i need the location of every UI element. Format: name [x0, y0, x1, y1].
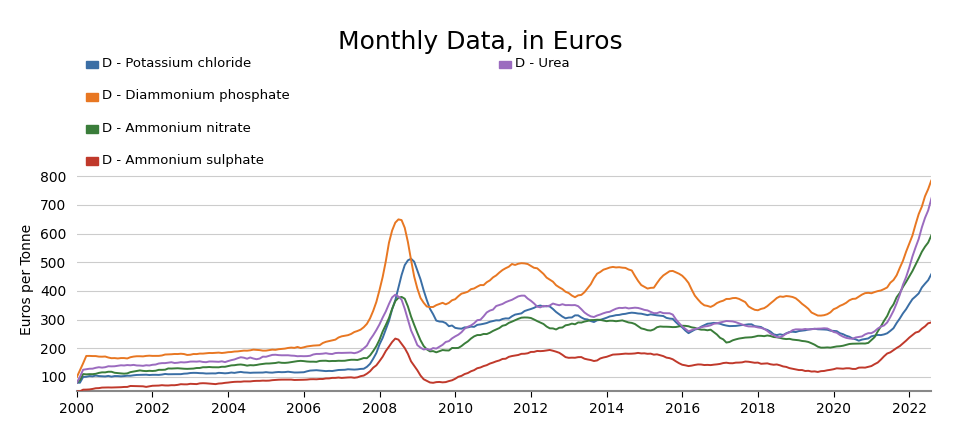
Y-axis label: Euros per Tonne: Euros per Tonne [20, 224, 35, 335]
Text: Monthly Data, in Euros: Monthly Data, in Euros [338, 30, 622, 54]
Text: D - Potassium chloride: D - Potassium chloride [102, 57, 252, 70]
Text: D - Ammonium nitrate: D - Ammonium nitrate [102, 122, 251, 135]
Text: D - Diammonium phosphate: D - Diammonium phosphate [102, 89, 290, 102]
Text: D - Ammonium sulphate: D - Ammonium sulphate [102, 154, 264, 167]
Text: D - Urea: D - Urea [515, 57, 569, 70]
